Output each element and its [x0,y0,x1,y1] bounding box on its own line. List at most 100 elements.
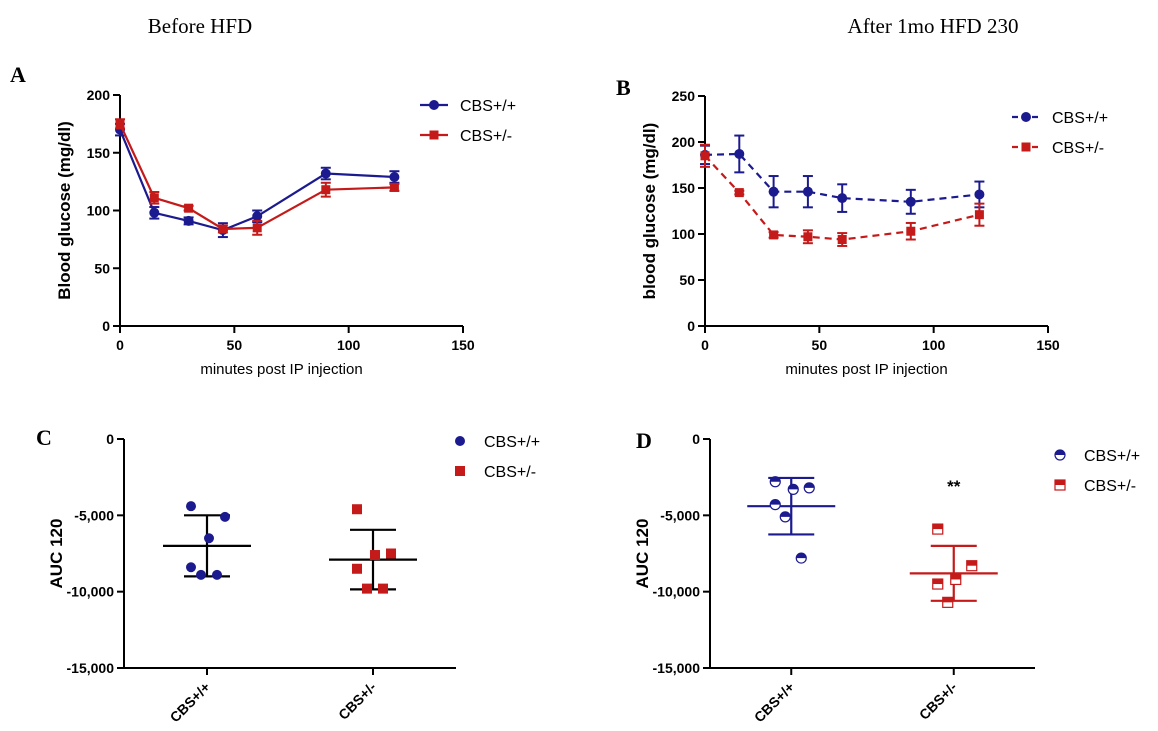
panel-b-series-het-point [803,232,813,242]
panel-c-legend-label: CBS+/- [484,464,536,481]
panel-b-series-het-point [974,210,984,220]
panel-b-series-het-point [700,151,710,161]
panel-b-series-wt-point [905,196,916,207]
panel-letter-b: B [616,75,631,100]
panel-a-legend-marker [429,100,439,110]
panel-d-group-het-point-fill [932,524,943,530]
panel-a-series-wt-point [183,215,194,226]
panel-b-series-het-point [837,235,847,245]
panel-d-group-wt-point [803,482,815,494]
panel-a-y-tick-label: 200 [87,87,111,103]
panel-d-group-wt-point [795,552,807,564]
panel-d-legend-marker [1054,449,1066,461]
panel-b-series-wt [700,134,985,215]
panel-d-group-wt-point-fill [796,553,807,559]
panel-letter-c: C [36,425,52,450]
panel-b-y-axis-title: blood glucose (mg/dl) [640,123,659,300]
panel-a-line-chart: 0 50 100 150 200 0 50 100 150 minutes post IP inj… [55,87,516,378]
panel-b-legend-label: CBS+/- [1052,140,1104,157]
panel-a-series-wt-point [320,168,331,179]
panel-b-legend-marker [1021,142,1031,152]
heading-after-hfd: After 1mo HFD 230 [848,14,1019,38]
panel-d-x-tick-label: CBS+/+ [751,679,798,726]
panel-c-scatter-chart: 0 -5,000 -10,000 -15,000 AUC 120 CBS+/+ CBS+/-… [47,431,540,725]
panel-letter-d: D [636,428,652,453]
panel-a-x-tick-label: 0 [116,337,124,353]
panel-d-group-het [909,523,998,608]
panel-d-legend-item-wt: CBS+/+ [1054,448,1140,465]
panel-d-group-wt-point-fill [770,476,781,482]
panel-c-group-wt-point [186,501,196,512]
panel-letter-a: A [10,62,26,87]
panel-c-y-tick-label: -5,000 [74,507,114,523]
panel-d-group-het-point [966,560,978,572]
panel-c-group-het-point [370,550,380,561]
panel-a-x-tick-label: 100 [337,337,361,353]
panel-d-y-tick-label: -10,000 [653,584,701,600]
panel-d-y-tick-label: -15,000 [653,660,701,676]
panel-c-group-wt-point [204,533,214,544]
panel-d-group-wt-point [779,511,791,523]
panel-d-group-wt-point-fill [788,484,799,490]
panel-b-series-wt-point [734,148,745,159]
panel-a-legend-label: CBS+/- [460,128,512,145]
panel-a-x-tick-label: 50 [227,337,243,353]
panel-a-y-tick-label: 150 [87,145,111,161]
panel-c-legend-item-wt: CBS+/+ [455,434,540,451]
panel-a-series-het-point [184,203,194,213]
panel-d-group-het-point [932,523,944,535]
panel-b-legend-item-het: CBS+/- [1012,140,1104,157]
panel-b-y-tick-label: 250 [672,88,696,104]
panel-b-legend-marker [1021,112,1031,122]
panel-c-group-het-point [362,583,372,594]
panel-c-group-wt-point [186,562,196,573]
panel-b-x-tick-label: 50 [812,337,828,353]
panel-b-legend-label: CBS+/+ [1052,110,1108,127]
panel-d-group-het-point-fill [950,574,961,580]
panel-d-group-het-point-fill [932,579,943,585]
panel-c-y-tick-label: -15,000 [67,660,115,676]
panel-a-x-axis-title: minutes post IP injection [200,361,362,378]
panel-a-legend-marker [429,130,439,140]
panel-d-group-wt-point [769,476,781,488]
panel-c-group-wt-point [212,569,222,580]
panel-c-group-wt-point [196,569,206,580]
panel-a-legend-label: CBS+/+ [460,98,516,115]
panel-d-group-wt-point [769,499,781,511]
panel-a-legend-item-het: CBS+/- [420,128,512,145]
panel-d-legend-label: CBS+/- [1084,478,1136,495]
panel-d-group-het-point [950,573,962,586]
panel-b-x-tick-label: 150 [1036,337,1060,353]
panel-a-series-het [115,118,400,236]
panel-c-x-tick-label: CBS+/+ [167,679,214,726]
panel-b-series-het-point [734,188,744,198]
panel-b-series-wt-point [974,189,985,200]
panel-b-x-tick-label: 0 [701,337,709,353]
panel-d-group-wt-point-fill [770,499,781,505]
panel-a-series-wt-point [252,211,263,222]
panel-d-legend-marker-fill [1055,450,1065,455]
panel-c-y-axis-title: AUC 120 [47,519,66,589]
panel-a-series-wt-point [149,207,160,218]
panel-a-series-het-point [115,119,125,129]
panel-c-legend-item-het: CBS+/- [455,464,536,481]
panel-b-y-tick-label: 100 [672,226,696,242]
panel-d-group-wt-point-fill [804,482,815,488]
panel-c-group-het-point [352,504,362,515]
panel-a-legend-item-wt: CBS+/+ [420,98,516,115]
panel-b-y-tick-label: 150 [672,180,696,196]
panel-d-legend-label: CBS+/+ [1084,448,1140,465]
panel-a-series-het-point [218,224,228,234]
panel-b-series-wt-point [837,193,848,204]
panel-c-y-tick-label: 0 [106,431,114,447]
panel-c-y-tick-label: -10,000 [67,584,115,600]
panel-b-x-axis-title: minutes post IP injection [785,361,947,378]
panel-d-scatter-chart: 0 -5,000 -10,000 -15,000 AUC 120 CBS+/+ CBS+/-… [633,431,1140,725]
panel-d-y-tick-label: -5,000 [660,507,700,523]
panel-b-y-tick-label: 200 [672,134,696,150]
panel-b-y-tick-label: 50 [679,272,695,288]
panel-d-group-het-point [942,596,954,608]
panel-d-y-tick-label: 0 [692,431,700,447]
panel-d-group-wt-point [787,483,799,495]
